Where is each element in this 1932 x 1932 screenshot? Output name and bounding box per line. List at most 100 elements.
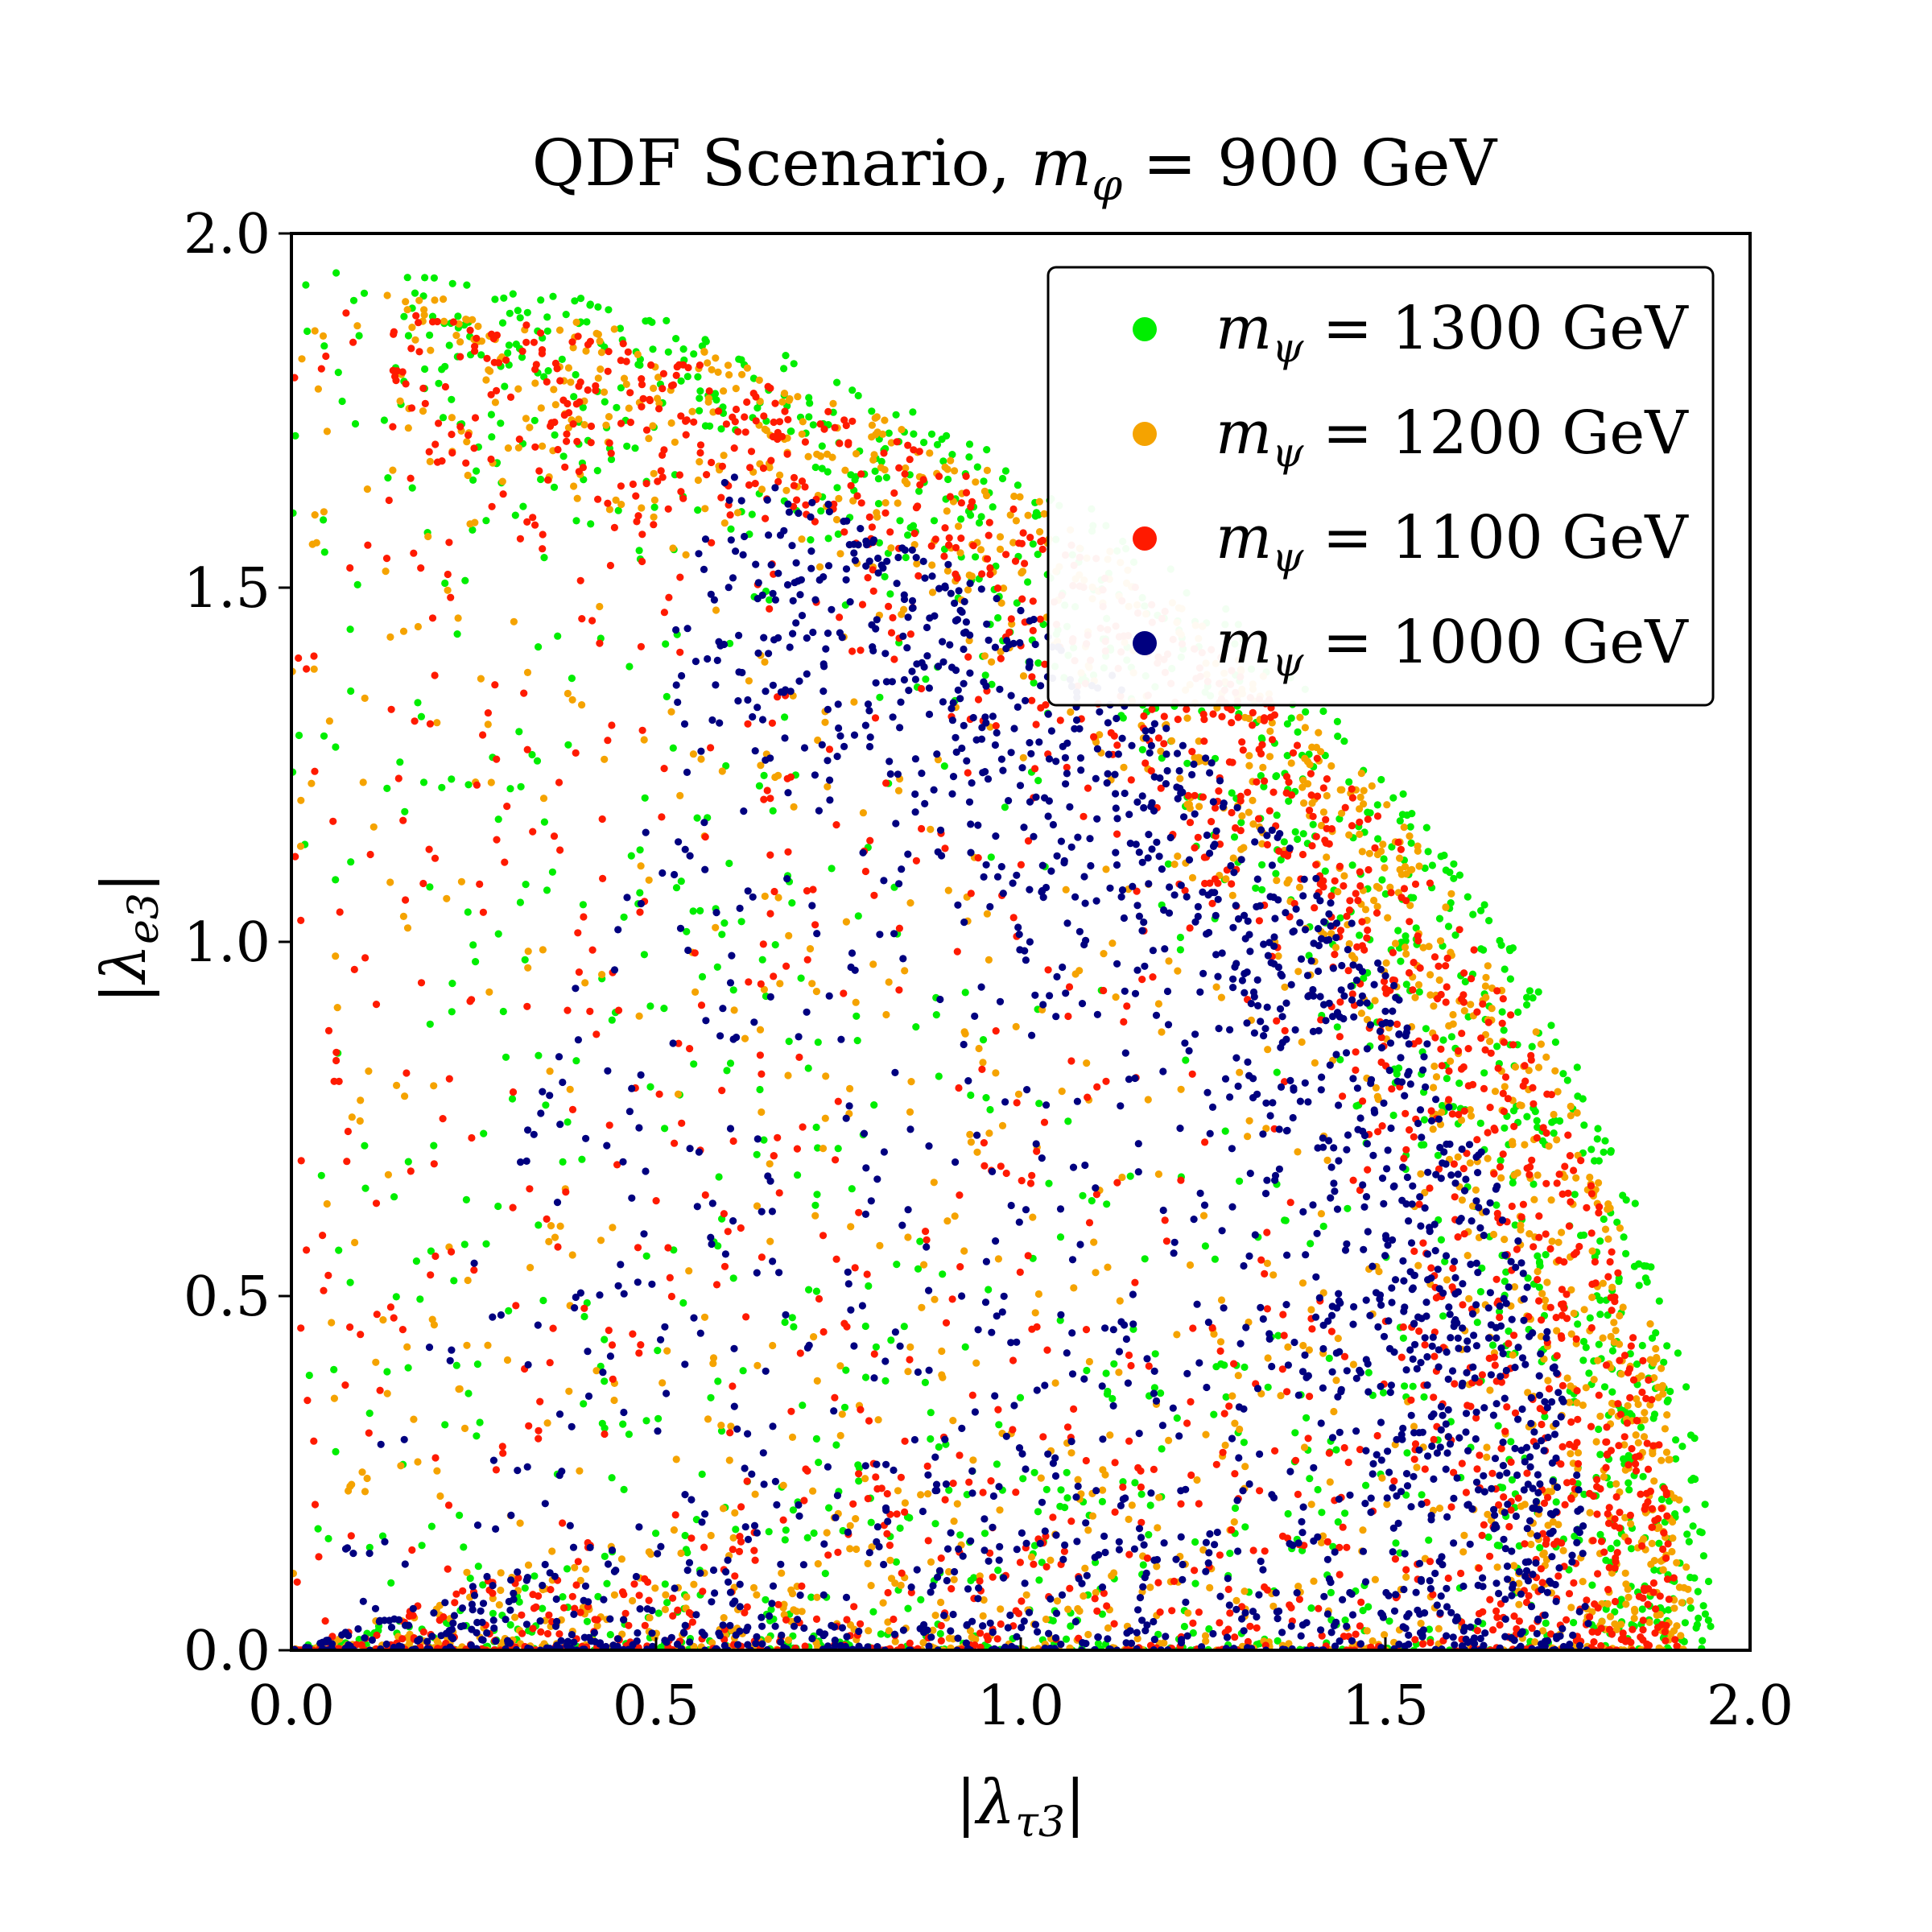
scatter-point bbox=[560, 1604, 568, 1612]
scatter-point bbox=[342, 309, 350, 317]
scatter-point bbox=[373, 1311, 381, 1319]
scatter-point bbox=[484, 720, 492, 729]
scatter-point bbox=[824, 535, 832, 543]
scatter-point bbox=[373, 1631, 381, 1639]
scatter-point bbox=[1283, 752, 1291, 760]
title-symbol: m bbox=[1030, 126, 1092, 200]
scatter-point bbox=[1666, 1387, 1674, 1396]
scatter-point bbox=[448, 1008, 456, 1016]
scatter-point bbox=[403, 274, 411, 282]
scatter-point bbox=[1499, 995, 1507, 1003]
scatter-point bbox=[1327, 1588, 1335, 1596]
scatter-point bbox=[1604, 1235, 1612, 1243]
scatter-point bbox=[890, 655, 898, 663]
scatter-point bbox=[1357, 770, 1365, 778]
scatter-point bbox=[1246, 1622, 1254, 1630]
scatter-point bbox=[853, 1037, 861, 1045]
scatter-point bbox=[1206, 879, 1214, 887]
scatter-point bbox=[638, 381, 646, 389]
scatter-point bbox=[1315, 729, 1323, 737]
scatter-point bbox=[840, 416, 848, 424]
scatter-point bbox=[317, 365, 325, 373]
scatter-point bbox=[646, 1614, 654, 1622]
scatter-point bbox=[476, 1418, 484, 1426]
scatter-point bbox=[902, 553, 910, 562]
scatter-point bbox=[1552, 1498, 1560, 1506]
scatter-point bbox=[1102, 1369, 1110, 1377]
scatter-point bbox=[415, 319, 423, 327]
scatter-point bbox=[743, 398, 751, 407]
scatter-point bbox=[607, 449, 615, 457]
scatter-point bbox=[1356, 830, 1364, 838]
scatter-point bbox=[539, 1296, 547, 1305]
scatter-point bbox=[598, 971, 606, 979]
scatter-point bbox=[364, 541, 372, 549]
scatter-point bbox=[1497, 1444, 1505, 1452]
scatter-point bbox=[794, 393, 802, 401]
scatter-point bbox=[361, 1141, 369, 1150]
scatter-point bbox=[741, 1034, 749, 1042]
scatter-point bbox=[572, 318, 580, 326]
scatter-point bbox=[957, 515, 965, 523]
scatter-point bbox=[417, 564, 425, 572]
scatter-point bbox=[439, 414, 448, 422]
scatter-point bbox=[1587, 1182, 1596, 1190]
scatter-point bbox=[941, 463, 949, 472]
scatter-point bbox=[1341, 803, 1349, 811]
scatter-point bbox=[1498, 1019, 1506, 1027]
scatter-point bbox=[848, 647, 857, 655]
scatter-point bbox=[1627, 1520, 1635, 1528]
scatter-point bbox=[1113, 741, 1121, 749]
scatter-point bbox=[1460, 1531, 1468, 1539]
scatter-point bbox=[399, 627, 408, 635]
scatter-point bbox=[1649, 1588, 1657, 1596]
scatter-point bbox=[607, 456, 616, 464]
scatter-point bbox=[431, 296, 439, 304]
scatter-point bbox=[582, 1565, 590, 1573]
scatter-point bbox=[790, 803, 798, 811]
scatter-point bbox=[846, 1084, 854, 1092]
scatter-point bbox=[1140, 712, 1148, 720]
scatter-point bbox=[1648, 1539, 1656, 1547]
scatter-point bbox=[714, 1377, 722, 1385]
scatter-point bbox=[604, 367, 612, 375]
scatter-point bbox=[832, 1255, 840, 1263]
scatter-point bbox=[1131, 1479, 1139, 1487]
scatter-point bbox=[1528, 1624, 1536, 1633]
scatter-point bbox=[757, 762, 765, 770]
scatter-point bbox=[1348, 952, 1356, 960]
scatter-point bbox=[1580, 1306, 1588, 1314]
scatter-point bbox=[674, 1090, 683, 1098]
scatter-point bbox=[516, 314, 524, 322]
scatter-point bbox=[448, 448, 456, 457]
scatter-point bbox=[1601, 1137, 1609, 1145]
scatter-point bbox=[1349, 1176, 1357, 1184]
scatter-point bbox=[510, 617, 518, 625]
scatter-point bbox=[398, 368, 407, 376]
scatter-point bbox=[854, 912, 862, 920]
scatter-point bbox=[1689, 1522, 1697, 1530]
scatter-point bbox=[896, 1524, 904, 1532]
scatter-point bbox=[872, 1473, 880, 1481]
scatter-point bbox=[1229, 854, 1237, 862]
scatter-point bbox=[1352, 1066, 1360, 1074]
scatter-point bbox=[1262, 1125, 1270, 1133]
scatter-point bbox=[503, 803, 511, 811]
scatter-point bbox=[796, 1349, 804, 1357]
scatter-point bbox=[574, 332, 582, 341]
scatter-point bbox=[506, 1620, 514, 1629]
scatter-point bbox=[1593, 1476, 1601, 1484]
scatter-point bbox=[1158, 1028, 1166, 1036]
scatter-point bbox=[1084, 1093, 1092, 1101]
scatter-point bbox=[861, 1322, 869, 1331]
scatter-point bbox=[1548, 1118, 1556, 1126]
scatter-point bbox=[1690, 1435, 1699, 1443]
scatter-point bbox=[578, 1155, 586, 1163]
scatter-point bbox=[295, 654, 303, 663]
scatter-point bbox=[601, 1424, 609, 1432]
scatter-point bbox=[382, 568, 390, 576]
scatter-point bbox=[386, 878, 394, 886]
scatter-point bbox=[700, 1543, 708, 1551]
scatter-point bbox=[1104, 1387, 1112, 1396]
scatter-point bbox=[922, 1228, 930, 1236]
